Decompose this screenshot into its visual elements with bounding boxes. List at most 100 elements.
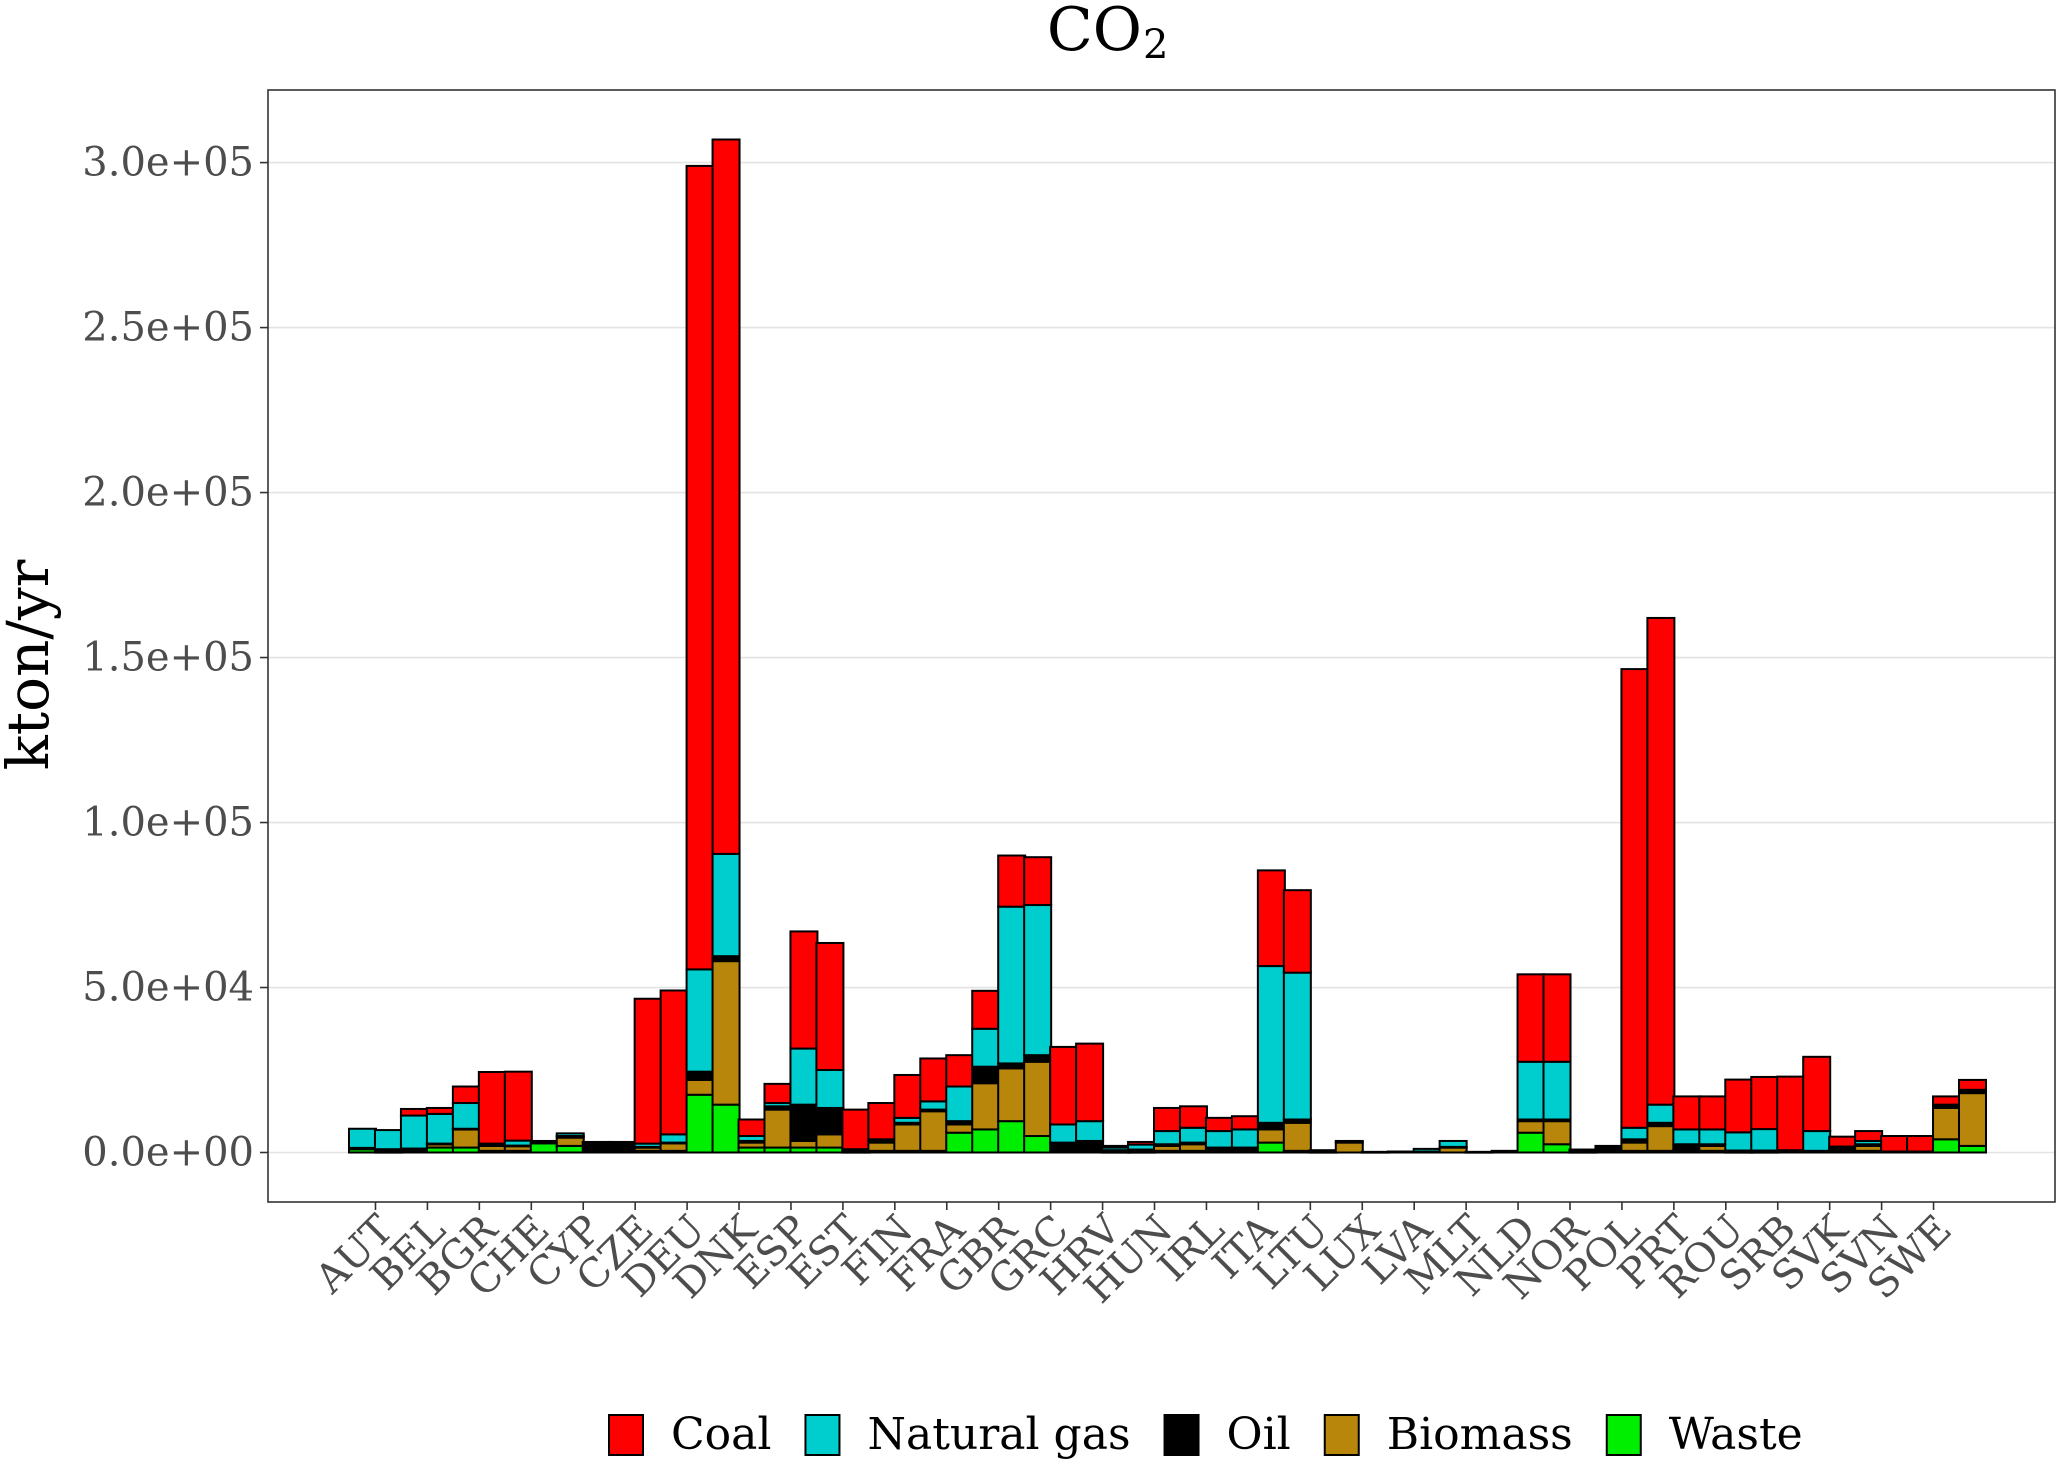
bar-segment-coal xyxy=(1724,1078,1754,1134)
bar-segment-biomass xyxy=(1932,1106,1962,1141)
bar-segment-coal xyxy=(893,1073,923,1119)
bar-segment-oil xyxy=(1049,1141,1079,1154)
bar-segment-waste xyxy=(1516,1131,1546,1154)
bar-segment-coal xyxy=(1153,1106,1182,1133)
bar-segment-biomass xyxy=(685,1078,715,1096)
bar-segment-coal xyxy=(1282,889,1312,974)
bar-segment-natural-gas xyxy=(1802,1130,1832,1152)
bar-segment-biomass xyxy=(1023,1060,1053,1138)
bar-segment-biomass xyxy=(1958,1092,1987,1147)
legend-swatch-waste xyxy=(1605,1414,1642,1456)
bar-segment-coal xyxy=(1204,1116,1234,1133)
legend-swatch-coal xyxy=(608,1414,644,1456)
bar-segment-coal xyxy=(1256,869,1286,968)
chart-title: CO 2 xyxy=(1047,0,1169,68)
bar-segment-natural-gas xyxy=(919,1100,949,1111)
bar-segment-natural-gas xyxy=(1075,1120,1105,1142)
bar-segment-waste xyxy=(685,1093,715,1154)
bar-segment-coal xyxy=(451,1085,481,1105)
bar-segment-coal xyxy=(685,164,715,971)
chart-title-subscript: 2 xyxy=(1143,22,1168,68)
bar-segment-coal xyxy=(789,930,819,1050)
plot-border xyxy=(267,89,2056,1203)
plot-background xyxy=(268,90,2055,1202)
bar-segment-coal xyxy=(659,989,689,1136)
bar-segment-coal xyxy=(1932,1095,1962,1106)
bar-segment-coal xyxy=(711,138,741,855)
bar-segment-biomass xyxy=(1282,1121,1312,1152)
legend: Coal Natural gas Oil Biomass Waste xyxy=(608,1409,1803,1460)
bar-segment-coal xyxy=(633,997,663,1145)
y-tick-label: 2.5e+05 xyxy=(82,305,254,351)
bar-segment-natural-gas xyxy=(1568,1148,1598,1152)
bar-segment-coal xyxy=(1230,1115,1260,1131)
bar-segment-natural-gas xyxy=(1724,1131,1754,1152)
bar-segment-oil xyxy=(1594,1144,1624,1154)
chart-title-main: CO xyxy=(1047,0,1142,65)
bar-segment-oil xyxy=(789,1103,819,1142)
bar-segment-coal xyxy=(1828,1135,1858,1148)
bar-segment-waste xyxy=(1542,1143,1572,1154)
bar-segment-coal xyxy=(1672,1095,1702,1131)
legend-label-biomass: Biomass xyxy=(1387,1409,1573,1460)
bar-segment-coal xyxy=(1127,1140,1157,1146)
bar-segment-natural-gas xyxy=(685,968,715,1073)
bar-segment-biomass xyxy=(1542,1120,1572,1146)
bar-segment-natural-gas xyxy=(555,1132,585,1138)
bar-segment-natural-gas xyxy=(399,1114,429,1150)
bar-segment-natural-gas xyxy=(1049,1123,1079,1144)
bar-segment-biomass xyxy=(555,1136,585,1147)
bar-segment-coal xyxy=(867,1102,897,1141)
bar-segment-coal xyxy=(997,854,1027,908)
legend-swatch-biomass xyxy=(1323,1414,1360,1456)
bar-segment-coal xyxy=(1516,973,1546,1063)
legend-swatch-oil xyxy=(1163,1414,1200,1456)
y-axis-label: kton/yr xyxy=(0,559,62,770)
bar-segment-biomass xyxy=(1256,1128,1286,1144)
bar-segment-natural-gas xyxy=(1438,1139,1468,1148)
bar-segment-coal xyxy=(1906,1135,1936,1153)
y-tick-label: 0.0e+00 xyxy=(82,1130,254,1176)
legend-label-natural-gas: Natural gas xyxy=(867,1409,1130,1460)
bar-segment-natural-gas xyxy=(529,1139,559,1144)
bar-segment-biomass xyxy=(1516,1120,1546,1134)
bar-segment-natural-gas xyxy=(711,852,741,958)
bar-segment-natural-gas xyxy=(1204,1130,1234,1149)
bar-segment-biomass xyxy=(893,1123,923,1152)
bar-segment-natural-gas xyxy=(1620,1126,1650,1141)
bar-segment-oil xyxy=(685,1070,715,1081)
bar-segment-waste xyxy=(529,1142,559,1154)
bar-segment-natural-gas xyxy=(373,1129,403,1151)
bar-segment-natural-gas xyxy=(971,1027,1001,1068)
bar-segment-biomass xyxy=(919,1110,949,1152)
plot-area: 0.0e+00 5.0e+04 1.0e+05 1.5e+05 2.0e+05 2.5e+… xyxy=(82,89,2056,1312)
bar-segment-natural-gas xyxy=(1282,971,1312,1121)
legend-label-coal: Coal xyxy=(671,1409,771,1460)
bar-segment-natural-gas xyxy=(425,1112,455,1145)
bar-segment-coal xyxy=(763,1082,793,1105)
bar-segment-natural-gas xyxy=(1672,1128,1702,1146)
y-tick-label: 1.5e+05 xyxy=(82,635,254,681)
bar-segment-oil xyxy=(1490,1149,1520,1154)
legend-swatch-natural-gas xyxy=(804,1414,841,1456)
bar-segment-waste xyxy=(1023,1135,1053,1154)
bar-segment-coal xyxy=(503,1070,533,1142)
bar-segment-natural-gas xyxy=(997,905,1027,1065)
y-tick-label: 1.0e+05 xyxy=(82,800,254,846)
bar-segment-coal xyxy=(1802,1055,1832,1133)
bar-segment-coal xyxy=(1542,973,1572,1063)
bar-segment-oil xyxy=(1075,1139,1105,1154)
bar-segment-biomass xyxy=(1620,1141,1650,1152)
bar-segment-biomass xyxy=(451,1128,481,1149)
bar-segment-coal xyxy=(1620,668,1650,1129)
bar-segment-biomass xyxy=(711,960,741,1106)
bar-segment-natural-gas xyxy=(1230,1128,1260,1149)
bar-segment-coal xyxy=(1958,1078,1987,1091)
bar-segment-coal xyxy=(1776,1075,1806,1152)
bar-segment-oil xyxy=(1386,1150,1416,1154)
bar-segment-natural-gas xyxy=(659,1133,689,1144)
bar-segment-coal xyxy=(399,1107,429,1117)
bar-segment-natural-gas xyxy=(1542,1060,1572,1121)
bar-segment-oil xyxy=(1360,1150,1390,1154)
